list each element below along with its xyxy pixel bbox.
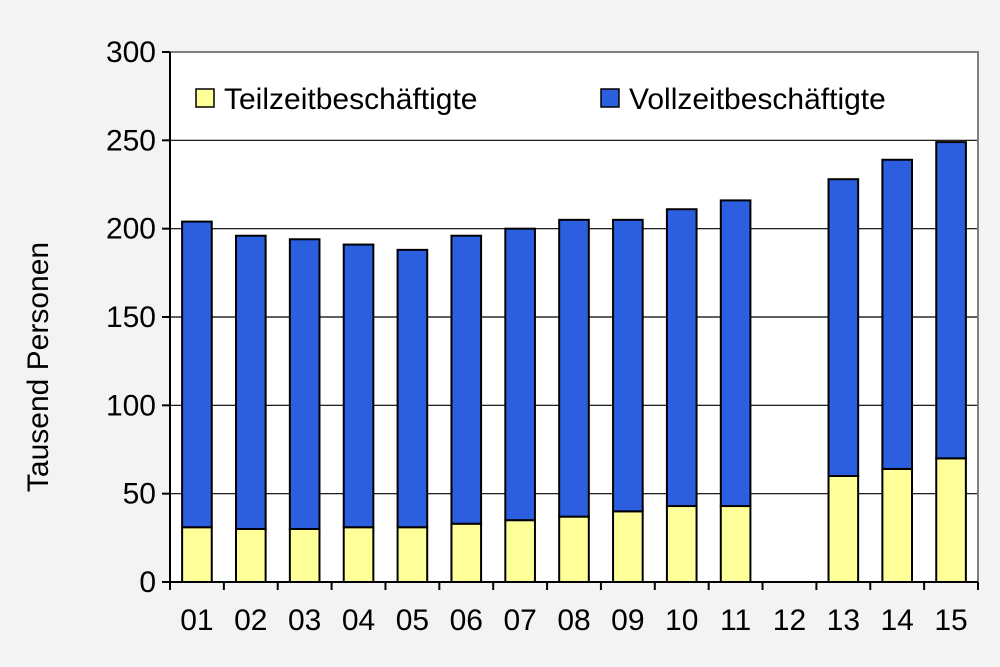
y-tick-label: 50 — [123, 478, 156, 511]
x-tick-label: 08 — [557, 604, 590, 637]
bar-vollzeit-14 — [881, 158, 914, 470]
bars — [181, 141, 967, 584]
legend-label-teilzeit: Teilzeitbeschäftigte — [224, 83, 477, 116]
y-tick-label: 250 — [106, 124, 156, 157]
bar-vollzeit-08 — [558, 218, 590, 518]
bar-vollzeit-15 — [935, 141, 967, 460]
y-axis-label: Tausend Personen — [22, 242, 55, 492]
bar-vollzeit-04 — [342, 243, 375, 529]
x-tick-label: 04 — [342, 604, 375, 637]
bar-vollzeit-03 — [288, 238, 321, 530]
bar-teilzeit-09 — [612, 510, 644, 584]
y-tick-label: 300 — [106, 36, 156, 69]
legend: Teilzeitbeschäftigte Vollzeitbeschäftigt… — [195, 83, 886, 116]
bar-vollzeit-01 — [181, 220, 213, 529]
bar-vollzeit-06 — [450, 234, 483, 525]
bar-vollzeit-10 — [665, 208, 698, 508]
bar-vollzeit-05 — [396, 248, 429, 529]
x-tick-label: 05 — [396, 604, 429, 637]
bar-teilzeit-11 — [719, 505, 752, 583]
bar-vollzeit-11 — [719, 199, 752, 508]
x-tick-label: 02 — [234, 604, 267, 637]
legend-swatch-vollzeit — [600, 88, 620, 108]
bar-vollzeit-07 — [504, 227, 536, 522]
bar-vollzeit-02 — [234, 234, 267, 530]
y-tick-label: 150 — [106, 301, 156, 334]
y-tick-label: 100 — [106, 389, 156, 422]
legend-label-vollzeit: Vollzeitbeschäftigte — [629, 83, 886, 116]
axes: 0 50 100 150 200 250 300 01 02 03 04 05 06 07 08 09 10 11… — [106, 36, 979, 637]
bar-teilzeit-14 — [881, 467, 914, 583]
legend-swatch-teilzeit — [195, 88, 215, 108]
bar-teilzeit-05 — [396, 526, 429, 584]
bar-teilzeit-08 — [558, 515, 590, 584]
x-tick-label: 07 — [503, 604, 536, 637]
bar-teilzeit-03 — [288, 528, 321, 583]
bar-teilzeit-13 — [827, 475, 860, 583]
bar-teilzeit-02 — [234, 528, 267, 583]
bar-teilzeit-06 — [450, 522, 483, 584]
x-tick-label: 11 — [720, 604, 751, 637]
bar-teilzeit-04 — [342, 526, 375, 584]
x-tick-label: 06 — [450, 604, 483, 637]
x-tick-label: 13 — [827, 604, 860, 637]
bar-teilzeit-15 — [935, 457, 967, 584]
x-tick-label: 03 — [288, 604, 321, 637]
bar-vollzeit-13 — [827, 178, 860, 477]
x-tick-label: 10 — [665, 604, 698, 637]
bar-teilzeit-10 — [665, 505, 698, 583]
bar-vollzeit-09 — [612, 218, 644, 513]
bar-teilzeit-07 — [504, 519, 536, 584]
x-tick-label: 12 — [773, 604, 806, 637]
x-tick-label: 09 — [611, 604, 644, 637]
x-tick-label: 01 — [180, 604, 213, 637]
y-tick-label: 200 — [106, 213, 156, 246]
x-tick-label: 15 — [934, 604, 967, 637]
x-tick-label: 14 — [881, 604, 914, 637]
y-tick-label: 0 — [139, 566, 156, 599]
bar-teilzeit-01 — [181, 526, 213, 584]
